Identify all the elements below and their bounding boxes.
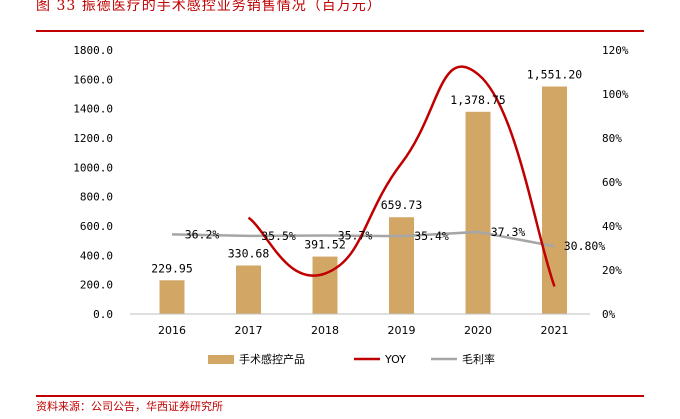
category-label: 2018 — [311, 324, 339, 337]
margin-value-label: 37.3% — [491, 225, 526, 239]
bar — [236, 265, 261, 314]
left-axis-ticks: 0.0 200.0 400.0 600.0 800.0 1000.0 1200.0 1400.… — [73, 44, 113, 321]
top-rule — [36, 30, 644, 32]
right-tick-label: 20% — [602, 264, 622, 277]
left-tick-label: 0.0 — [93, 308, 113, 321]
left-tick-label: 1000.0 — [73, 161, 113, 174]
bar-value-label: 659.73 — [381, 198, 423, 212]
left-tick-label: 1600.0 — [73, 73, 113, 86]
left-tick-label: 1800.0 — [73, 44, 113, 57]
right-tick-label: 40% — [602, 220, 622, 233]
margin-value-label: 35.5% — [261, 229, 296, 243]
category-label: 2019 — [388, 324, 416, 337]
source-note: 资料来源：公司公告，华西证券研究所 — [36, 400, 223, 413]
category-label: 2021 — [541, 324, 569, 337]
left-tick-label: 200.0 — [80, 279, 113, 292]
margin-value-label: 35.7% — [338, 228, 373, 242]
margin-line — [171, 230, 555, 248]
bar-value-label: 1,378.75 — [450, 93, 505, 107]
legend: 手术感控产品 YOY 毛利率 — [208, 352, 495, 366]
left-tick-label: 800.0 — [80, 191, 113, 204]
margin-value-label: 30.80% — [564, 239, 606, 253]
bar-series — [159, 86, 567, 315]
legend-swatch-bar — [208, 355, 234, 364]
bar-value-label: 391.52 — [304, 238, 346, 252]
legend-label: 毛利率 — [462, 352, 495, 366]
bar-data-labels: 229.95 330.68 391.52 659.73 1,378.75 1,551.20 — [151, 67, 582, 275]
legend-label: 手术感控产品 — [239, 352, 305, 366]
right-axis-ticks: 0% 20% 40% 60% 80% 100% 120% — [602, 44, 629, 321]
right-tick-label: 60% — [602, 176, 622, 189]
margin-data-labels: 36.2% 35.5% 35.7% 35.4% 37.3% 30.80% — [185, 225, 606, 253]
margin-series — [171, 230, 555, 248]
category-label: 2020 — [464, 324, 492, 337]
margin-value-label: 35.4% — [414, 229, 449, 243]
bar — [159, 280, 185, 314]
left-tick-label: 1400.0 — [73, 103, 113, 116]
bottom-rule — [36, 395, 644, 397]
legend-label: YOY — [384, 353, 406, 366]
category-label: 2016 — [158, 324, 186, 337]
right-tick-label: 100% — [602, 88, 629, 101]
bar — [542, 86, 567, 315]
bar-value-label: 1,551.20 — [527, 67, 582, 81]
yoy-line — [247, 65, 556, 287]
category-labels: 2016 2017 2018 2019 2020 2021 — [158, 324, 569, 337]
figure-title: 图 33 振德医疗的手术感控业务销售情况（百万元） — [36, 0, 382, 14]
bar — [389, 217, 414, 314]
left-tick-label: 400.0 — [80, 249, 113, 262]
left-tick-label: 1200.0 — [73, 132, 113, 145]
bar-value-label: 330.68 — [228, 247, 270, 261]
right-tick-label: 80% — [602, 132, 622, 145]
bar — [312, 256, 338, 314]
left-tick-label: 600.0 — [80, 220, 113, 233]
bar-value-label: 229.95 — [151, 261, 193, 275]
right-tick-label: 0% — [602, 308, 616, 321]
margin-value-label: 36.2% — [185, 227, 220, 241]
category-label: 2017 — [235, 324, 263, 337]
yoy-series — [247, 65, 556, 287]
right-tick-label: 120% — [602, 44, 629, 57]
bar — [465, 111, 491, 315]
